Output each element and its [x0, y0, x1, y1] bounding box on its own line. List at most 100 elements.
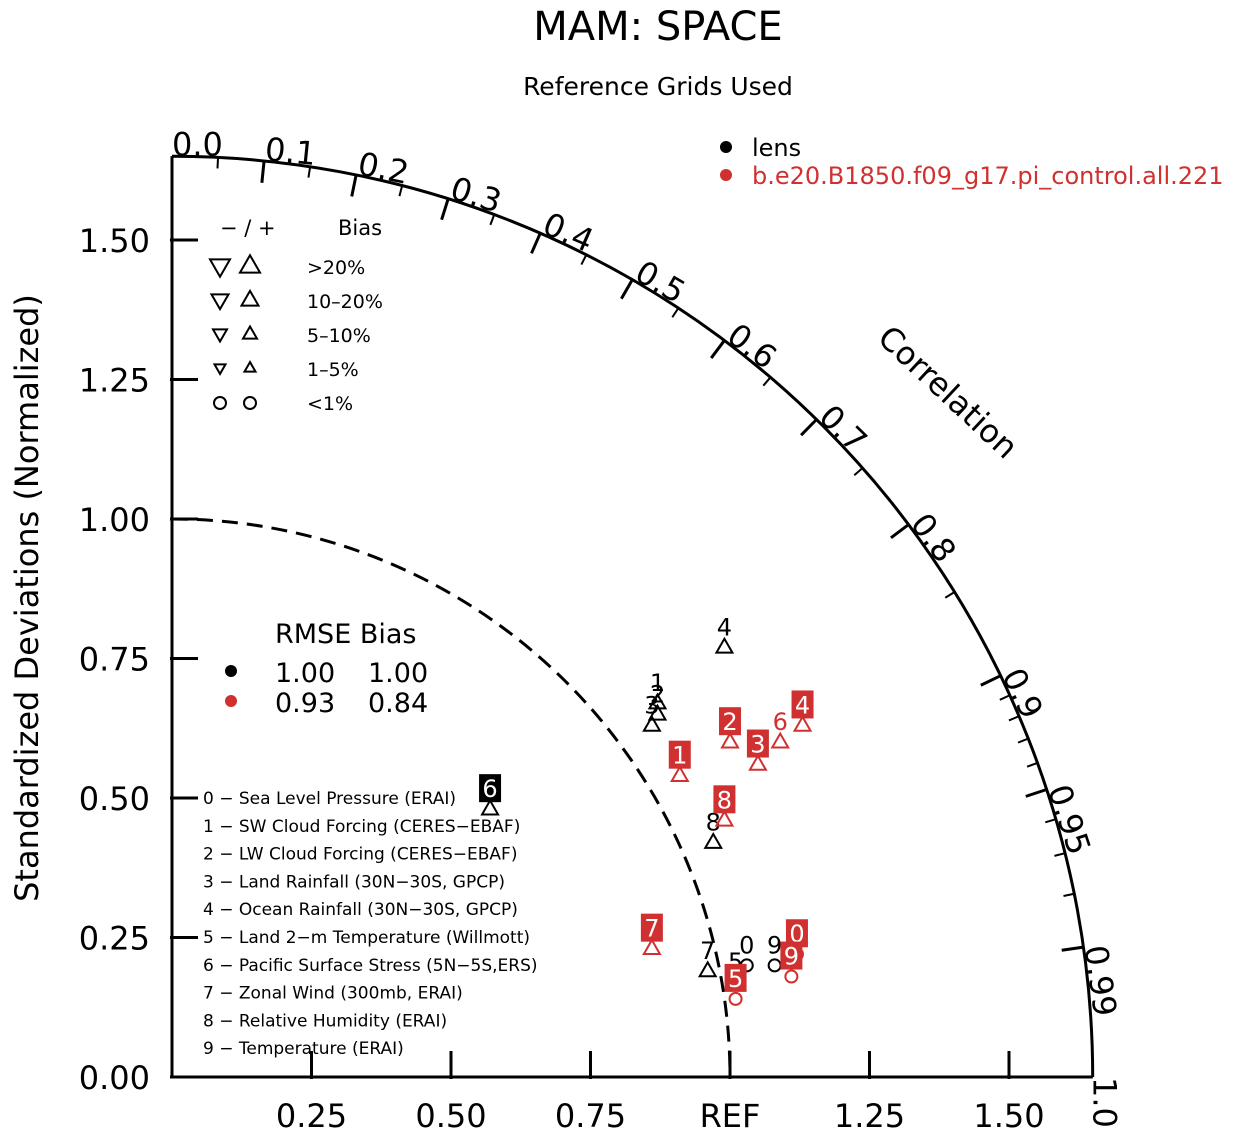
y-tick-label: 0.75	[79, 641, 150, 679]
point-label: 2	[722, 708, 737, 736]
point-label: 7	[644, 915, 659, 943]
variable-entry: 3 − Land Rainfall (30N−30S, GPCP)	[203, 872, 505, 892]
point-marker	[642, 714, 662, 732]
point-label: 3	[750, 731, 765, 759]
y-tick-label: 1.50	[79, 222, 150, 260]
point-marker	[784, 969, 799, 984]
variable-entry: 9 − Temperature (ERAI)	[203, 1039, 404, 1059]
summary-rmse: 0.93	[275, 688, 335, 719]
corr-tick	[980, 674, 1002, 687]
corr-minor-tick	[489, 214, 496, 226]
corr-tick	[710, 339, 726, 359]
point-label: 1	[672, 742, 687, 770]
summary-header: RMSE Bias	[275, 619, 416, 650]
point-marker	[767, 958, 782, 973]
point-label: 6	[482, 775, 497, 803]
bias-legend-tri-down	[211, 328, 229, 344]
variable-entry: 8 − Relative Humidity (ERAI)	[203, 1011, 447, 1031]
bias-legend-tri-up	[238, 253, 262, 274]
bias-legend-tri-up	[242, 360, 258, 373]
reference-arc	[171, 517, 732, 1078]
x-tick-label: 1.50	[973, 1097, 1044, 1135]
legend-label: b.e20.B1850.f09_g17.pi_control.all.221	[752, 162, 1224, 190]
variable-entry: 2 − LW Cloud Forcing (CERES−EBAF)	[203, 845, 517, 865]
corr-tick-label: 0.6	[720, 316, 784, 377]
x-tick-label: 0.25	[276, 1097, 347, 1135]
bias-legend-tri-down	[209, 293, 231, 312]
point-label-box	[785, 919, 808, 948]
corr-minor-tick	[762, 376, 772, 387]
corr-minor-tick	[944, 591, 956, 599]
point-marker	[697, 960, 718, 978]
y-axis-label: Standardized Deviations (Normalized)	[8, 294, 46, 902]
point-label: 4	[795, 691, 810, 719]
bias-legend-tri-down	[212, 363, 228, 376]
point-label: 0	[789, 920, 804, 948]
legend-dot	[720, 169, 732, 181]
corr-tick	[1061, 945, 1084, 952]
bias-legend-circle	[243, 396, 257, 410]
bias-legend-tri-up	[239, 288, 261, 307]
y-tick-label: 0.25	[79, 920, 150, 958]
point-marker	[647, 692, 668, 710]
bias-legend-tri-up	[241, 324, 259, 340]
bias-header: Bias	[338, 216, 382, 240]
x-tick-label: 0.50	[415, 1097, 486, 1135]
point-marker	[714, 636, 735, 654]
corr-minor-tick	[1008, 715, 1020, 722]
corr-minor-tick	[853, 467, 864, 477]
corr-tick	[350, 174, 358, 197]
point-label: 1	[650, 669, 665, 697]
point-marker	[703, 832, 723, 849]
axes: 0.000.250.500.751.001.251.500.25 0.50 0.75…	[79, 154, 1095, 1135]
corr-tick-label: 0.1	[263, 130, 317, 173]
corr-tick-label: 0.95	[1040, 780, 1098, 860]
corr-tick	[890, 523, 910, 539]
variable-entry: 5 − Land 2−m Temperature (Willmott)	[203, 928, 530, 948]
x-tick-label: 0.75	[555, 1097, 626, 1135]
corr-tick-label: 0.2	[355, 145, 412, 192]
legend: lensb.e20.B1850.f09_g17.pi_control.all.2…	[720, 134, 1224, 190]
variable-entry: 1 − SW Cloud Forcing (CERES−EBAF)	[203, 817, 520, 837]
point-label: 7	[700, 937, 715, 965]
corr-tick-label: 0.8	[903, 506, 964, 570]
bias-legend-label: >20%	[307, 257, 365, 279]
legend-label: lens	[752, 134, 801, 162]
summary-rmse: 1.00	[275, 658, 335, 689]
variable-entry: 0 − Sea Level Pressure (ERAI)	[203, 789, 456, 809]
corr-minor-tick	[216, 157, 220, 169]
corr-minor-tick	[1026, 761, 1038, 768]
corr-tick	[530, 232, 542, 254]
corr-tick-label: 0.4	[537, 205, 599, 260]
corr-minor-tick	[580, 254, 588, 266]
corr-minor-tick	[1045, 818, 1057, 824]
point-marker	[480, 798, 500, 816]
corr-tick	[1025, 788, 1048, 798]
point-label: 9	[784, 943, 799, 971]
corr-minor-tick	[1017, 737, 1029, 744]
point-marker	[720, 731, 740, 749]
bias-legend-label: 1–5%	[307, 359, 359, 381]
corr-tick-label: 0.9	[994, 662, 1050, 724]
point-marker	[714, 809, 735, 827]
point-label: 9	[767, 931, 782, 959]
corr-minor-tick	[307, 166, 312, 178]
summary-bias: 1.00	[368, 658, 428, 689]
y-tick-label: 1.25	[79, 362, 150, 400]
corr-minor-tick	[1054, 852, 1066, 857]
variable-entry: 4 − Ocean Rainfall (30N−30S, GPCP)	[203, 900, 518, 920]
point-label: 8	[706, 809, 721, 837]
point-label-box	[780, 941, 803, 970]
x-tick-label: REF	[700, 1097, 761, 1135]
corr-minor-tick	[671, 307, 680, 318]
bias-sign-header: − / +	[220, 216, 276, 240]
variable-list: 0 − Sea Level Pressure (ERAI) 1 − SW Clou…	[203, 789, 538, 1059]
y-tick-label: 0.50	[79, 780, 150, 818]
legend-dot	[720, 141, 732, 153]
chart-subtitle: Reference Grids Used	[523, 72, 793, 101]
corr-minor-tick	[1063, 892, 1075, 897]
corr-tick	[440, 198, 450, 221]
point-label: 4	[717, 613, 732, 641]
